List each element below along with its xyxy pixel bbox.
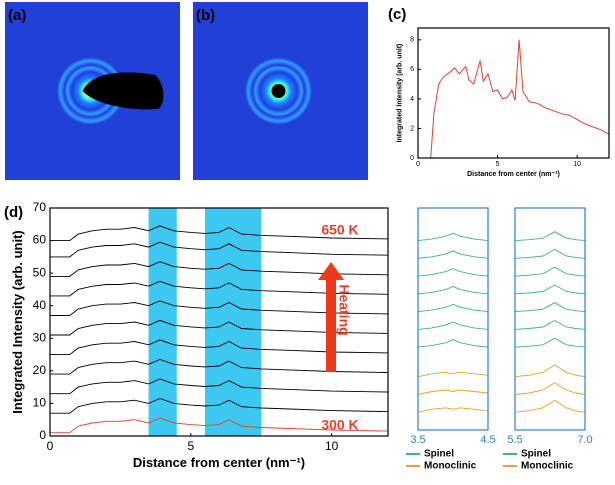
x-tick-label: 5	[187, 439, 194, 453]
data-line	[50, 261, 389, 277]
y-tick-label: 0	[410, 155, 414, 162]
x-tick-label: 10	[573, 161, 581, 168]
y-axis-label: Integrated Intensity (arb. unit)	[397, 44, 404, 143]
y-tick-label: 30	[33, 330, 47, 344]
annotation: Heating	[336, 284, 352, 335]
data-line	[50, 280, 389, 297]
data-line	[50, 339, 389, 356]
annotation: 300 K	[321, 417, 358, 433]
data-line	[417, 268, 489, 277]
plot-area	[50, 208, 389, 436]
beam-center	[271, 84, 286, 98]
plot-area	[417, 232, 489, 413]
data-line	[514, 337, 586, 348]
data-line	[50, 417, 389, 434]
y-tick-label: 40	[33, 298, 47, 312]
x-axis-label: Distance from center (nm⁻¹)	[467, 171, 560, 178]
data-line	[417, 321, 489, 330]
data-line	[50, 398, 389, 414]
data-line	[50, 378, 389, 395]
y-tick-label: 2	[410, 125, 414, 132]
x-tick-label: 0	[47, 439, 54, 453]
data-line	[50, 319, 389, 336]
highlight-band	[204, 208, 262, 436]
beam-stop	[82, 72, 164, 110]
data-line	[50, 225, 389, 242]
data-line	[514, 231, 586, 242]
x-tick-label: 3.5	[410, 434, 425, 446]
data-line	[50, 241, 389, 258]
legend-label: Spinel	[424, 449, 454, 460]
plot-area	[430, 39, 610, 159]
data-line	[514, 399, 586, 413]
y-tick-label: 20	[33, 363, 47, 377]
y-tick-label: 4	[410, 96, 414, 103]
data-line	[417, 303, 489, 313]
data-line	[417, 250, 489, 259]
x-tick-label: 10	[325, 439, 339, 453]
data-line	[417, 371, 489, 378]
x-tick-label: 5	[496, 161, 500, 168]
data-line	[417, 389, 489, 395]
plot-area	[514, 231, 586, 413]
legend-label: Spinel	[521, 449, 551, 460]
y-tick-label: 0	[39, 428, 46, 442]
data-line	[417, 232, 489, 242]
data-line	[514, 284, 586, 295]
x-tick-label: 4.5	[480, 434, 495, 446]
y-tick-label: 10	[33, 396, 47, 410]
data-line	[514, 319, 586, 330]
y-tick-label: 70	[33, 200, 47, 214]
heating-arrow	[318, 262, 344, 372]
plot-frame	[514, 207, 586, 431]
y-axis-label: Integrated Intensity (arb. unit)	[10, 230, 25, 413]
data-line	[430, 39, 610, 159]
panel-label: (d)	[4, 204, 23, 221]
x-tick-label: 5.5	[507, 434, 522, 446]
x-tick-label: 7.0	[577, 434, 592, 446]
plot-frame	[417, 27, 610, 159]
data-line	[50, 300, 389, 316]
data-line	[514, 364, 586, 378]
legend-label: Monoclinic	[521, 461, 574, 472]
legend-label: Monoclinic	[424, 461, 477, 472]
plot-frame	[417, 207, 489, 431]
x-axis-label: Distance from center (nm⁻¹)	[133, 455, 305, 470]
data-line	[514, 248, 586, 259]
x-tick-label: 0	[416, 161, 420, 168]
data-line	[417, 407, 489, 413]
panel-label: (b)	[196, 7, 215, 24]
data-line	[514, 382, 586, 395]
y-tick-label: 60	[33, 233, 47, 247]
y-tick-label: 50	[33, 265, 47, 279]
data-line	[417, 285, 489, 295]
y-tick-label: 6	[410, 66, 414, 73]
data-line	[514, 302, 586, 313]
annotation: 650 K	[321, 222, 358, 238]
panel-label: (a)	[8, 7, 26, 24]
plot-frame	[49, 207, 389, 437]
panel-label: (c)	[388, 6, 406, 23]
y-tick-label: 8	[410, 37, 414, 44]
data-line	[514, 266, 586, 277]
data-line	[417, 339, 489, 348]
data-line	[50, 359, 389, 375]
